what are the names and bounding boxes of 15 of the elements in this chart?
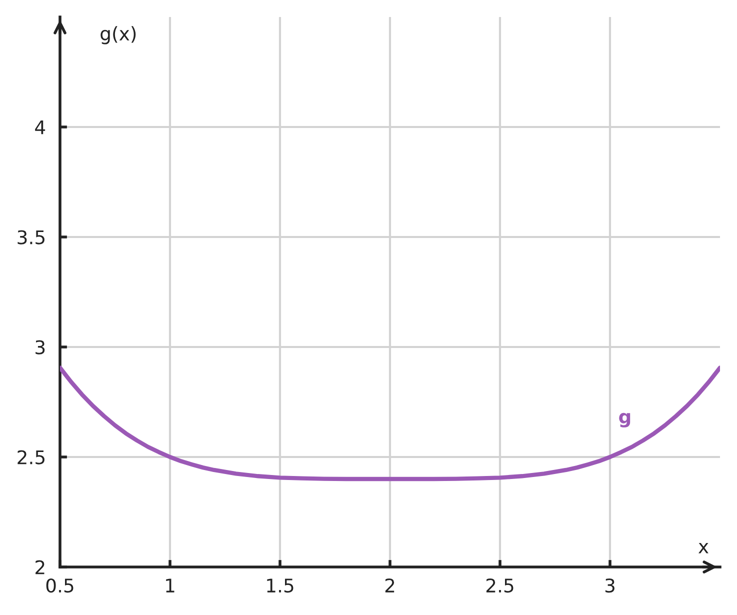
x-tick-label: 3 [605, 578, 614, 593]
x-tick-label: 2.5 [486, 578, 514, 593]
y-tick-label: 3 [36, 340, 45, 354]
y-tick-label: 3.5 [18, 230, 44, 244]
x-tick-label: 0.5 [46, 578, 74, 593]
y-tick-label: 4 [35, 120, 46, 134]
x-tick-label: 1 [166, 578, 174, 592]
x-axis-title: x [698, 542, 708, 554]
y-axis-title: g(x) [100, 26, 136, 44]
y-tick-label: 2 [36, 560, 44, 574]
x-tick-label: 2 [385, 578, 394, 592]
series-label: g [619, 412, 630, 428]
line-series [60, 366, 720, 482]
y-tick-label: 2.5 [18, 450, 44, 464]
x-tick-label: 1.5 [267, 578, 294, 593]
